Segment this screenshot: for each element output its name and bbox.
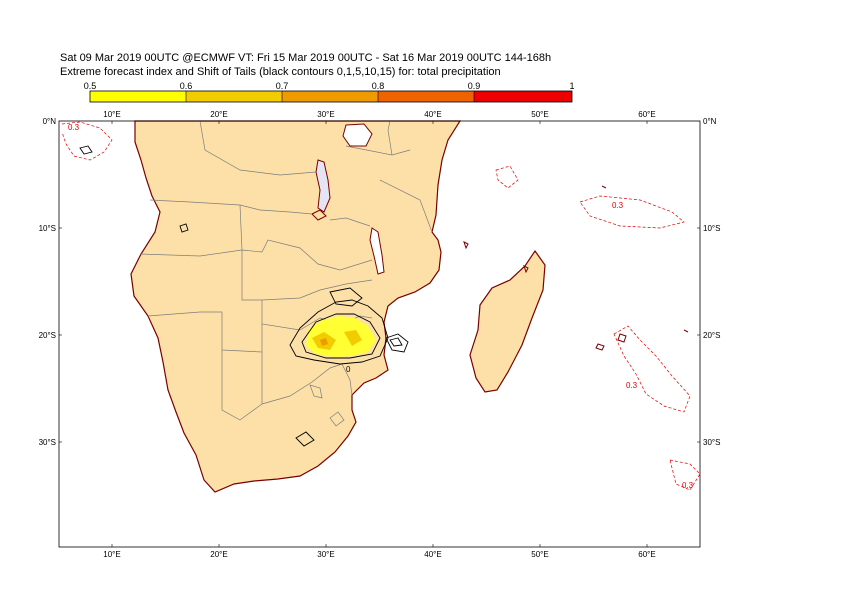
map-title: Sat 09 Mar 2019 00UTC @ECMWF VT: Fri 15 … (60, 52, 552, 64)
lon-label: 40°E (424, 550, 441, 559)
lon-label: 30°E (317, 550, 334, 559)
lat-label: 10°S (703, 224, 720, 233)
country-borders (139, 120, 433, 427)
contour-label: 0.3 (612, 201, 624, 210)
madagascar-landmass (469, 249, 546, 393)
lon-ticks-bottom (111, 544, 648, 547)
colorbar-label: 0.9 (468, 81, 481, 91)
colorbar-bin-2 (186, 91, 282, 102)
lake-malawi (369, 227, 385, 275)
lon-label: 50°E (531, 550, 548, 559)
lon-label: 20°E (210, 550, 227, 559)
lat-label: 30°S (703, 438, 720, 447)
lat-label: 10°S (39, 224, 56, 233)
lon-label: 10°E (103, 550, 120, 559)
lon-label: 40°E (424, 110, 441, 119)
colorbar-label: 0.7 (276, 81, 289, 91)
colorbar-label: 1 (569, 81, 574, 91)
map-subtitle: Extreme forecast index and Shift of Tail… (60, 66, 501, 78)
sot-contours (79, 145, 409, 447)
lat-label: 20°S (39, 331, 56, 340)
lon-label: 50°E (531, 110, 548, 119)
lon-label: 60°E (638, 550, 655, 559)
contour-label: 0.3 (626, 381, 638, 390)
map-frame (58, 120, 701, 548)
lon-label: 10°E (103, 110, 120, 119)
coast-detail (463, 185, 689, 351)
contour-label: 0.3 (682, 481, 694, 490)
colorbar-label: 0.8 (372, 81, 385, 91)
colorbar-bin-3 (282, 91, 378, 102)
colorbar-label: 0.5 (84, 81, 97, 91)
lat-label: 20°S (703, 331, 720, 340)
efi-shading (306, 316, 376, 357)
sot-label: 0 (346, 365, 351, 374)
lake-tanganyika (315, 159, 331, 213)
efi-0.3-contours (61, 121, 701, 491)
colorbar-label: 0.6 (180, 81, 193, 91)
africa-landmass (130, 120, 462, 493)
lon-label: 60°E (638, 110, 655, 119)
contour-label: 0.3 (68, 123, 80, 132)
colorbar-bin-5 (474, 91, 572, 102)
lat-label: 0°N (43, 117, 57, 126)
colorbar: 0.5 0.6 0.7 0.8 0.9 1 (84, 81, 575, 103)
lon-ticks-top (111, 121, 648, 124)
lon-label: 20°E (210, 110, 227, 119)
colorbar-bin-1 (90, 91, 186, 102)
lat-label: 30°S (39, 438, 56, 447)
lake-victoria (342, 123, 373, 147)
lat-ticks (59, 227, 700, 443)
lat-label: 0°N (703, 117, 717, 126)
lon-label: 30°E (317, 110, 334, 119)
colorbar-bin-4 (378, 91, 474, 102)
